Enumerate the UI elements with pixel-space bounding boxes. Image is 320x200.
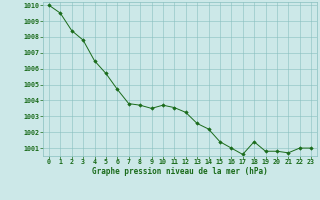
X-axis label: Graphe pression niveau de la mer (hPa): Graphe pression niveau de la mer (hPa) (92, 167, 268, 176)
